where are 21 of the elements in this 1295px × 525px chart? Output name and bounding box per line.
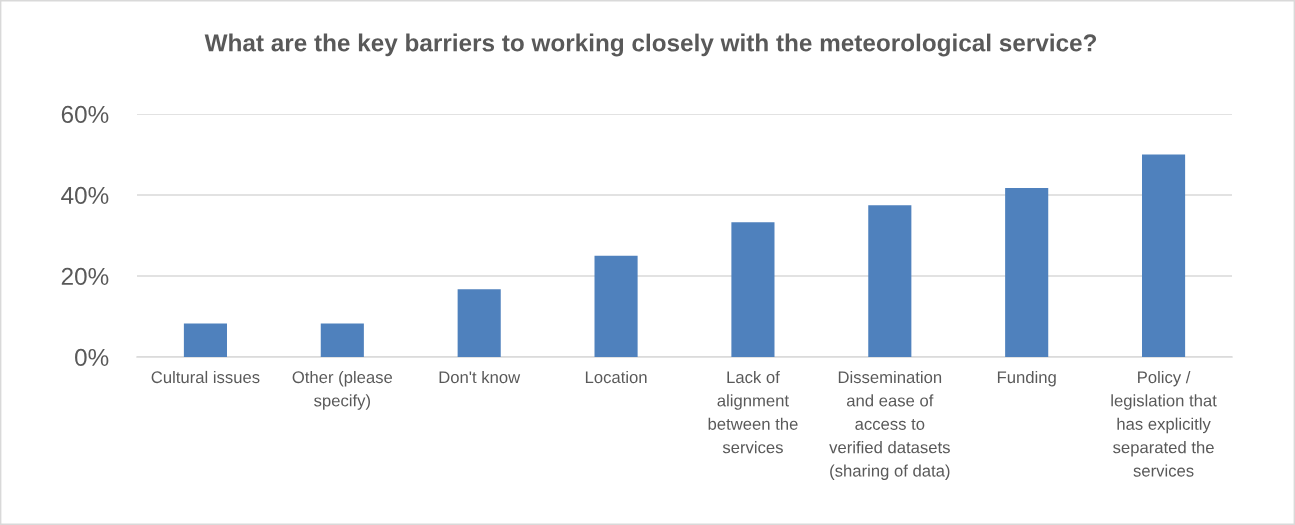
x-tick-label: Don't know: [439, 370, 521, 384]
bar: [594, 255, 638, 357]
bar: [731, 222, 775, 357]
x-tick-label: Lack of alignment between the services: [708, 370, 798, 454]
x-tick-label: Funding: [997, 370, 1056, 387]
x-tick-label: Cultural issues: [151, 370, 260, 384]
x-tick-label: Other (please specify): [292, 370, 393, 410]
chart-title: What are the key barriers to working closely with the meteorological service?: [204, 33, 1097, 57]
x-tick-label: Dissemination and ease of access to verified datasets (sharing of data): [829, 370, 950, 480]
bar: [1142, 154, 1186, 357]
bar: [320, 323, 364, 357]
x-tick-label: Location: [585, 370, 647, 384]
y-tick-label: 60%: [61, 105, 109, 124]
bar: [1005, 188, 1049, 357]
bar: [183, 323, 227, 357]
y-tick-label: 20%: [61, 267, 109, 286]
bar: [868, 205, 912, 357]
y-tick-label: 0%: [75, 348, 109, 367]
x-tick-label: Policy / legislation that has explicitly separated the services: [1111, 370, 1217, 477]
y-tick-label: 40%: [61, 186, 109, 205]
bar: [457, 289, 501, 357]
